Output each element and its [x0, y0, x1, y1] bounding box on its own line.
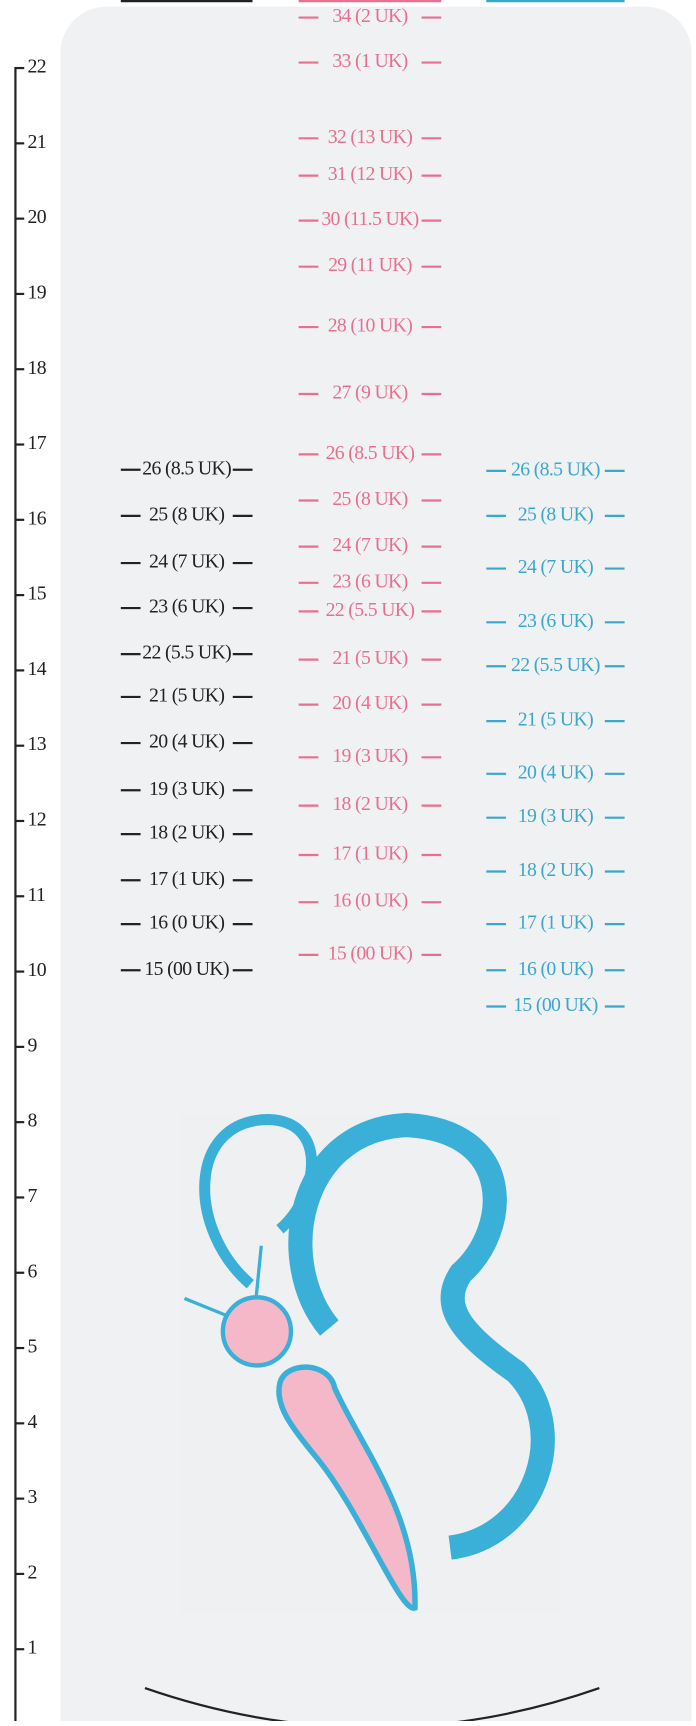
ruler-label: 11 [28, 884, 46, 906]
ruler-label: 9 [28, 1034, 38, 1056]
size-label: 19 (3 UK) [518, 805, 593, 827]
size-label: 16 (0 UK) [332, 890, 407, 912]
size-label: 31 (12 UK) [328, 163, 413, 185]
size-label: 18 (2 UK) [332, 793, 407, 815]
size-label: 22 (5.5 UK) [142, 642, 231, 664]
size-label: 20 (4 UK) [332, 692, 407, 714]
size-label: 26 (8.5 UK) [511, 458, 600, 480]
size-label: 24 (7 UK) [149, 551, 224, 573]
size-label: 15 (00 UK) [513, 994, 598, 1016]
size-label: 16 (0 UK) [518, 958, 593, 980]
size-label: 18 (2 UK) [149, 822, 224, 844]
size-label: 26 (8.5 UK) [142, 457, 231, 479]
ruler-label: 14 [28, 658, 47, 680]
body [276, 1364, 418, 1611]
size-label: 34 (2 UK) [332, 5, 407, 27]
antenna [183, 1296, 232, 1319]
size-label: 30 (11.5 UK) [321, 208, 418, 230]
size-label: 17 (1 UK) [518, 912, 593, 934]
ruler-label: 3 [28, 1486, 38, 1508]
ruler-label: 12 [28, 809, 46, 831]
size-label: 25 (8 UK) [149, 503, 224, 525]
size-label: 16 (0 UK) [149, 912, 224, 934]
size-label: 22 (5.5 UK) [326, 599, 415, 621]
size-label: 15 (00 UK) [328, 942, 413, 964]
ruler-label: 4 [28, 1411, 38, 1433]
ruler-label: 16 [28, 507, 47, 529]
size-label: 20 (4 UK) [518, 761, 593, 783]
size-label: 21 (5 UK) [518, 709, 593, 731]
size-label: 19 (3 UK) [332, 745, 407, 767]
size-label: 23 (6 UK) [149, 596, 224, 618]
size-label: 24 (7 UK) [332, 534, 407, 556]
size-label: 17 (1 UK) [149, 868, 224, 890]
ruler-label: 2 [28, 1561, 37, 1583]
size-label: 18 (2 UK) [518, 859, 593, 881]
size-label: 28 (10 UK) [328, 315, 413, 337]
size-label: 26 (8.5 UK) [326, 442, 415, 464]
ruler-label: 20 [28, 206, 47, 228]
wing [288, 1112, 555, 1560]
ruler-label: 19 [28, 281, 47, 303]
ruler-label: 15 [28, 583, 47, 605]
size-label: 22 (5.5 UK) [511, 654, 600, 676]
size-label: 21 (5 UK) [149, 684, 224, 706]
size-label: 19 (3 UK) [149, 778, 224, 800]
ruler-label: 8 [28, 1110, 38, 1132]
ruler-label: 18 [28, 357, 47, 379]
heel-curve [144, 1687, 600, 1726]
ruler-label: 22 [28, 56, 46, 78]
head [220, 1295, 294, 1368]
ruler-label: 21 [28, 131, 46, 153]
size-label: 25 (8 UK) [332, 488, 407, 510]
size-label: 24 (7 UK) [518, 556, 593, 578]
ruler-label: 7 [28, 1185, 38, 1207]
size-label: 23 (6 UK) [518, 610, 593, 632]
size-label: 20 (4 UK) [149, 731, 224, 753]
size-label: 33 (1 UK) [332, 50, 407, 72]
ruler-label: 10 [28, 959, 47, 981]
ruler-label: 17 [28, 432, 47, 454]
size-label: 27 (9 UK) [332, 382, 407, 404]
ruler-label: 5 [28, 1336, 38, 1358]
size-label: 29 (11 UK) [328, 254, 412, 276]
size-label: 21 (5 UK) [332, 647, 407, 669]
size-label: 15 (00 UK) [144, 958, 229, 980]
ruler-label: 1 [28, 1637, 37, 1659]
logo [181, 1112, 560, 1614]
size-label: 23 (6 UK) [332, 570, 407, 592]
size-label: 25 (8 UK) [518, 503, 593, 525]
ruler-label: 13 [28, 733, 47, 755]
size-label: 17 (1 UK) [332, 843, 407, 865]
ruler-label: 6 [28, 1260, 38, 1282]
size-label: 32 (13 UK) [328, 126, 413, 148]
